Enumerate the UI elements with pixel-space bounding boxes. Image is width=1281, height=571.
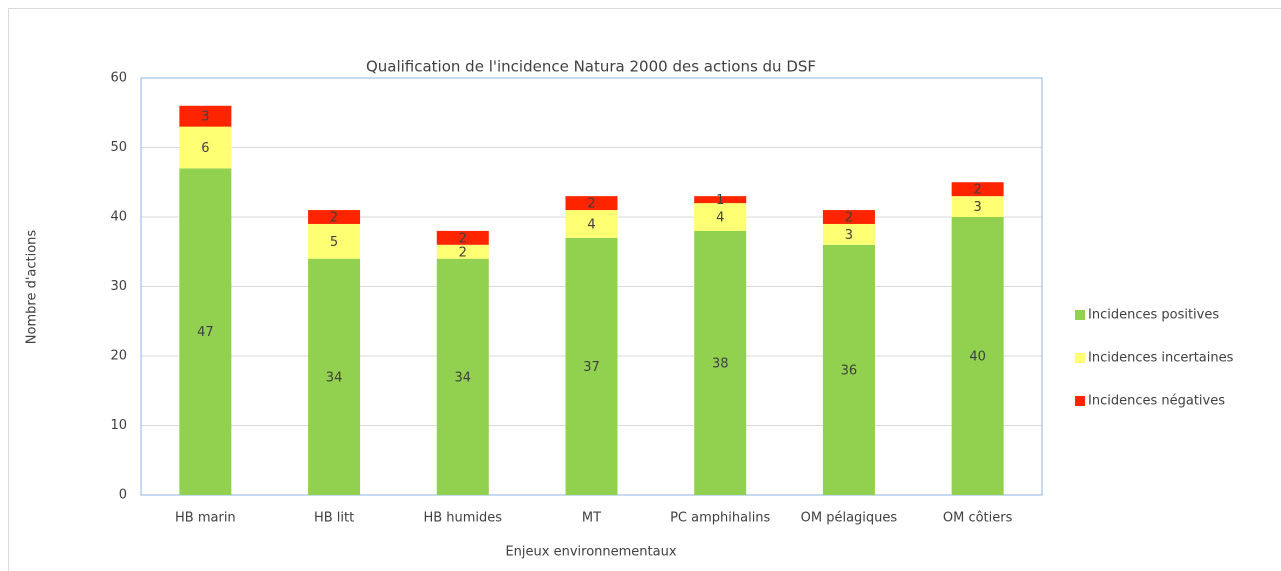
data-label: 2 [459, 245, 467, 260]
bar-segment [694, 196, 747, 204]
bar-segment [179, 126, 232, 169]
legend-label: Incidences négatives [1088, 394, 1225, 409]
data-label: 1 [716, 193, 724, 208]
x-tick-label: HB humides [423, 511, 502, 526]
data-label: 2 [330, 211, 338, 226]
data-label: 4 [716, 211, 724, 226]
x-tick-label: OM pélagiques [801, 511, 898, 526]
y-tick-label: 50 [110, 140, 127, 155]
data-label: 38 [712, 356, 729, 371]
legend-swatch [1075, 396, 1085, 406]
bar-segment [822, 210, 875, 224]
x-tick-label: MT [582, 511, 601, 526]
y-tick-label: 10 [110, 418, 127, 433]
bar-segment [308, 210, 361, 224]
bar-segment [565, 237, 618, 495]
data-label: 37 [583, 360, 600, 375]
y-axis-label: Nombre d'actions [25, 230, 40, 345]
data-label: 2 [459, 231, 467, 246]
legend-swatch [1075, 353, 1085, 363]
bar-segment [179, 168, 232, 495]
chart-border [8, 8, 1281, 571]
bar-segment [951, 196, 1004, 217]
bar-segment [565, 210, 618, 238]
y-tick-label: 30 [110, 279, 127, 294]
bar-segment [308, 258, 361, 495]
legend-swatch [1075, 310, 1085, 320]
x-tick-label: HB marin [175, 511, 236, 526]
data-label: 6 [201, 141, 209, 156]
bar-segment [694, 203, 747, 231]
x-axis-label: Enjeux environnementaux [505, 545, 676, 560]
bar-segment [436, 244, 489, 259]
bar-segment [951, 217, 1004, 495]
data-label: 47 [197, 325, 214, 340]
x-tick-label: OM côtiers [943, 511, 1013, 526]
bar-segment [179, 105, 232, 127]
data-label: 40 [969, 350, 986, 365]
bar-segment [694, 230, 747, 495]
bar-segment [436, 258, 489, 495]
data-label: 2 [587, 197, 595, 212]
bar-segment [436, 230, 489, 245]
legend-label: Incidences positives [1088, 308, 1219, 323]
bar-segment [822, 223, 875, 245]
chart-title: Qualification de l'incidence Natura 2000… [366, 58, 816, 76]
x-tick-label: HB litt [314, 511, 354, 526]
data-label: 3 [974, 200, 982, 215]
data-label: 34 [455, 370, 472, 385]
y-tick-label: 40 [110, 210, 127, 225]
y-tick-label: 20 [110, 349, 127, 364]
y-tick-label: 60 [110, 71, 127, 86]
y-tick-label: 0 [119, 488, 127, 503]
bar-segment [822, 244, 875, 495]
data-label: 3 [845, 228, 853, 243]
data-label: 34 [326, 370, 343, 385]
bar-segment [308, 223, 361, 259]
x-tick-label: PC amphihalins [670, 511, 770, 526]
data-label: 3 [201, 110, 209, 125]
data-label: 5 [330, 235, 338, 250]
bar-segment [565, 196, 618, 211]
data-label: 4 [587, 217, 595, 232]
data-label: 36 [841, 363, 858, 378]
legend-label: Incidences incertaines [1088, 351, 1234, 366]
data-label: 2 [974, 183, 982, 198]
bar-segment [951, 182, 1004, 197]
data-label: 2 [845, 211, 853, 226]
